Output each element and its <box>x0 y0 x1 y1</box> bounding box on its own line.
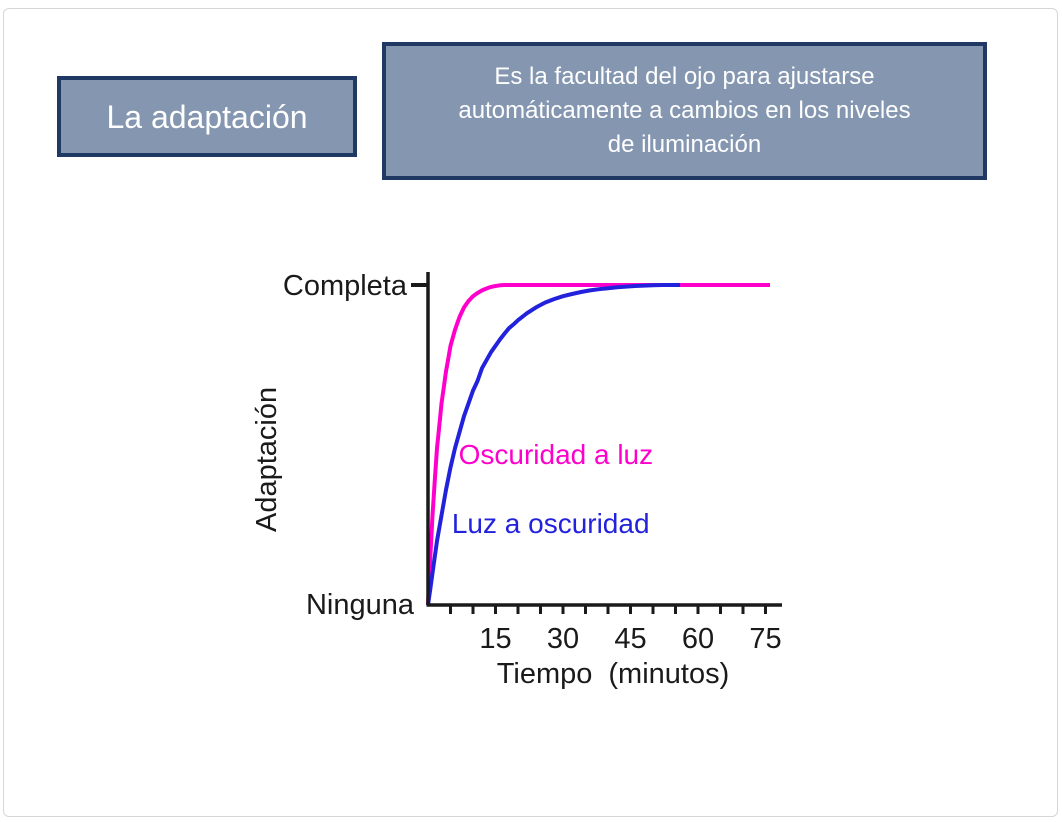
x-tick-label: 15 <box>479 623 511 655</box>
y-label-completa: Completa <box>283 270 408 302</box>
series-curve-luz-a-oscuridad <box>426 283 680 606</box>
x-tick-label: 60 <box>682 623 714 655</box>
series-curve-oscuridad-a-luz <box>426 283 770 606</box>
title-box: La adaptación <box>57 76 357 157</box>
x-axis-title: Tiempo (minutos) <box>497 658 729 690</box>
definition-box: Es la facultad del ojo para ajustarse au… <box>382 42 987 180</box>
y-axis-title: Adaptación <box>251 387 283 532</box>
x-tick-label: 45 <box>614 623 646 655</box>
definition-line: de iluminación <box>607 131 762 158</box>
definition-line: Es la facultad del ojo para ajustarse <box>494 63 875 90</box>
adaptation-chart-svg: 15 30 45 60 75 Completa Ninguna Adaptación Tiemp… <box>251 270 782 690</box>
y-label-ninguna: Ninguna <box>306 589 415 621</box>
page-title: La adaptación <box>106 98 308 135</box>
adaptation-chart: 15 30 45 60 75 Completa Ninguna Adaptación Tiemp… <box>230 250 800 700</box>
series-label-luz-a-oscuridad: Luz a oscuridad <box>452 508 650 539</box>
series-label-oscuridad-a-luz: Oscuridad a luz <box>459 439 654 470</box>
x-tick-label: 30 <box>547 623 579 655</box>
x-tick-label: 75 <box>749 623 781 655</box>
definition-line: automáticamente a cambios en los niveles <box>458 97 911 124</box>
